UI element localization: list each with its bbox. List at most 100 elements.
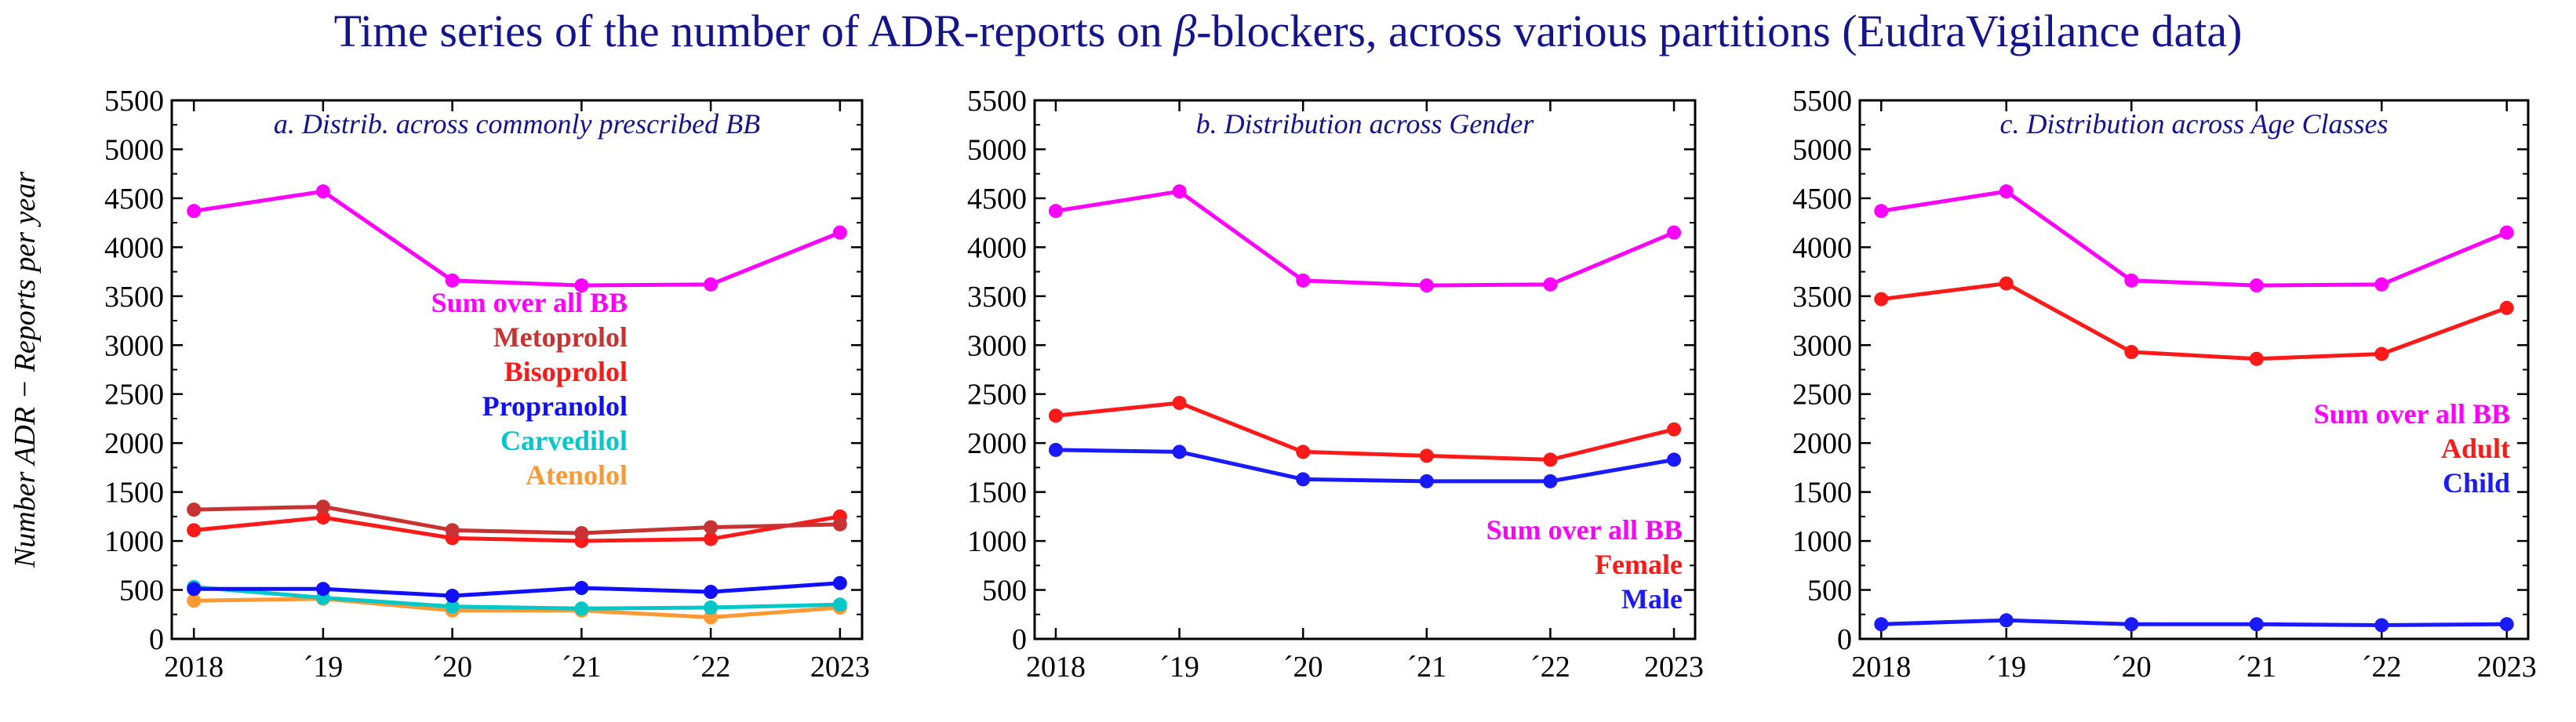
plot-frame	[1858, 99, 2530, 640]
y-tick-label: 0	[149, 623, 164, 656]
x-tick-label: ´22	[1530, 651, 1570, 684]
data-point	[574, 526, 589, 541]
data-point	[704, 610, 719, 625]
series-line	[1881, 618, 2507, 628]
data-point	[2249, 351, 2264, 366]
data-point	[1874, 204, 1889, 219]
data-point	[187, 582, 202, 597]
data-point	[1999, 184, 2014, 199]
y-tick-label: 2000	[967, 427, 1027, 460]
x-tick-label: 2023	[2477, 651, 2537, 684]
data-point	[445, 273, 460, 288]
legend-entry: Metoprolol	[493, 321, 628, 353]
data-point	[704, 277, 719, 292]
data-point	[1419, 473, 1434, 488]
legend-entry: Carvedilol	[500, 425, 628, 456]
series-line	[194, 581, 841, 598]
x-tick-label: 2023	[810, 651, 870, 684]
series-line	[193, 585, 840, 611]
x-tick-label: ´21	[1406, 651, 1446, 684]
legend-entry: Propranolol	[482, 390, 628, 422]
data-point	[1048, 408, 1063, 423]
data-point	[704, 532, 719, 546]
figure-title-suffix: -blockers, across various partitions (Eu…	[1196, 5, 2243, 56]
y-tick-label: 1000	[967, 525, 1027, 558]
legend-entry: Sum over all BB	[431, 287, 628, 318]
x-tick-label: 2023	[1644, 651, 1704, 684]
data-point	[1667, 452, 1682, 467]
x-tick-label: 2018	[1026, 651, 1086, 684]
y-tick-label: 3000	[104, 329, 164, 362]
data-point	[1667, 422, 1682, 437]
y-tick-label: 500	[1807, 575, 1852, 608]
y-tick-label: 1000	[1792, 525, 1852, 558]
x-tick-label: ´20	[1283, 651, 1323, 684]
series-line	[194, 597, 841, 620]
figure-title-greek: β	[1173, 5, 1197, 56]
data-point	[704, 520, 719, 535]
y-tick-label: 1500	[1792, 477, 1852, 510]
y-tick-label: 3500	[967, 281, 1027, 314]
data-point	[832, 597, 847, 612]
data-point	[1172, 184, 1187, 199]
data-point	[315, 184, 330, 199]
series-line	[1055, 448, 1675, 484]
y-tick-label: 4000	[967, 231, 1027, 264]
data-point	[574, 601, 589, 616]
data-point	[1296, 444, 1311, 459]
data-point	[445, 523, 460, 538]
x-tick-label: ´22	[2362, 651, 2402, 684]
data-point	[2499, 617, 2514, 632]
data-point	[2124, 617, 2139, 632]
legend-entry: Adult	[2441, 433, 2510, 464]
x-tick-label: ´21	[2236, 651, 2276, 684]
data-point	[2499, 300, 2514, 315]
series-line	[1880, 281, 2508, 361]
data-point	[2124, 273, 2139, 288]
data-point	[315, 510, 330, 525]
y-tick-label: 5000	[1792, 133, 1852, 166]
data-point	[1172, 395, 1187, 410]
data-point	[1543, 277, 1558, 292]
data-point	[832, 517, 847, 532]
figure-title-prefix: Time series of the number of ADR-reports…	[333, 5, 1174, 56]
series-line	[1880, 189, 2508, 288]
data-point	[445, 599, 460, 614]
data-point	[574, 581, 589, 596]
data-point	[1999, 613, 2014, 628]
legend-entry: Sum over all BB	[2314, 398, 2510, 430]
x-tick-label: ´19	[304, 651, 344, 684]
series-line	[1055, 189, 1675, 288]
data-point	[1296, 472, 1311, 487]
data-point	[704, 585, 719, 600]
y-tick-label: 2000	[104, 427, 164, 460]
data-point	[1419, 448, 1434, 463]
legend-entry: Atenolol	[526, 459, 628, 491]
y-tick-label: 1000	[104, 525, 164, 558]
series-line	[194, 504, 840, 535]
data-point	[1048, 204, 1063, 219]
data-point	[2249, 278, 2264, 293]
data-point	[2374, 618, 2389, 633]
data-point	[315, 499, 330, 514]
legend-entry: Female	[1595, 549, 1683, 580]
y-tick-label: 2500	[967, 379, 1027, 412]
data-point	[1048, 442, 1063, 457]
y-tick-label: 2500	[104, 379, 164, 412]
series-line	[193, 189, 841, 288]
data-point	[1999, 276, 2014, 291]
data-point	[187, 593, 202, 608]
data-point	[187, 523, 202, 538]
y-tick-label: 5500	[1792, 85, 1852, 118]
data-point	[832, 225, 847, 240]
data-point	[1419, 278, 1434, 293]
y-tick-label: 3000	[1792, 329, 1852, 362]
y-tick-label: 4500	[1792, 183, 1852, 216]
series-line	[1055, 401, 1675, 462]
chart-panel-3: 0 500 1000 1500 2000 2500 3000 3500 4000 4500 5000…	[1792, 85, 2537, 684]
x-tick-label: ´20	[2112, 651, 2152, 684]
data-point	[704, 600, 719, 615]
y-tick-label: 500	[119, 575, 164, 608]
